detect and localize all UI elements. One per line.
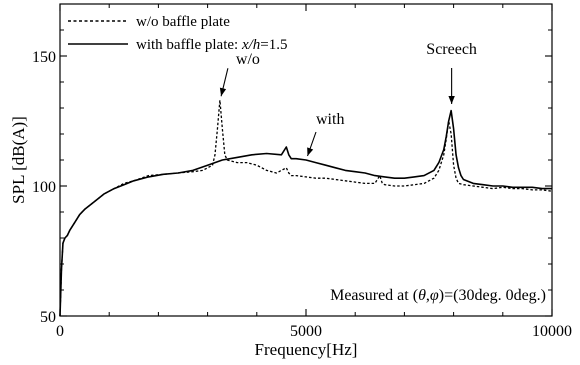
annotation-label: w/o: [236, 51, 260, 68]
note-comma: ,: [426, 287, 430, 304]
annotation-arrow-head: [219, 87, 227, 97]
axis-tick-labels: 0 5000 10000 50 100 150: [32, 49, 572, 340]
x-tick-label: 5000: [290, 323, 322, 340]
x-axis-label: Frequency[Hz]: [255, 340, 358, 359]
annotation-arrow-head: [448, 96, 455, 104]
note-theta: θ: [418, 287, 426, 304]
legend-label-with-prefix: with baffle plate:: [136, 37, 242, 53]
note-prefix: Measured at (: [330, 287, 418, 304]
series-line-with-baffle: [59, 109, 552, 317]
data-series: [59, 99, 553, 317]
legend-label-wo: w/o baffle plate: [136, 14, 230, 30]
x-tick-label: 10000: [532, 323, 572, 340]
legend-label-with: with baffle plate: x/h=1.5: [136, 37, 287, 53]
y-tick-label: 100: [32, 179, 56, 196]
annotation-label: with: [316, 111, 344, 128]
y-tick-label: 150: [32, 49, 56, 66]
note-phi: φ: [430, 287, 439, 304]
axis-ticks: [59, 4, 553, 317]
legend-label-with-italic: x/h: [241, 37, 260, 53]
x-tick-label: 0: [56, 323, 64, 340]
measurement-note: Measured at (θ,φ)=(30deg. 0deg.): [330, 287, 546, 304]
legend: w/o baffle plate with baffle plate: x/h=…: [68, 14, 287, 53]
y-axis-label: SPL [dB(A)]: [9, 116, 28, 204]
annotations: w/o with Screech: [219, 41, 477, 157]
annotation-arrow-head: [307, 147, 314, 156]
note-suffix: )=(30deg. 0deg.): [439, 287, 546, 304]
annotation-label: Screech: [426, 41, 477, 58]
series-line-without-baffle: [59, 99, 553, 317]
y-tick-label: 50: [40, 309, 56, 326]
legend-label-with-suffix: =1.5: [260, 37, 287, 53]
